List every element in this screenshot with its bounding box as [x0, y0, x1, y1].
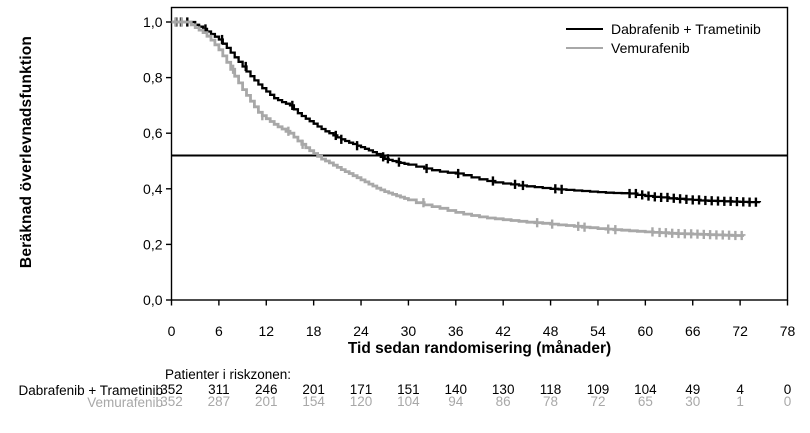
risk-count: 118 — [540, 382, 562, 397]
y-tick-label: 1,0 — [143, 14, 163, 30]
risk-count: 352 — [160, 382, 183, 397]
x-tick-label: 78 — [780, 323, 796, 339]
y-tick-label: 0,6 — [143, 125, 163, 141]
risk-count: 352 — [160, 394, 183, 409]
risk-count: 151 — [397, 382, 420, 397]
risk-table-header: Patienter i riskzonen: — [165, 367, 292, 382]
legend-label: Dabrafenib + Trametinib — [611, 20, 761, 37]
risk-count: 246 — [255, 382, 278, 397]
plot-frame — [170, 6, 789, 301]
x-tick-label: 0 — [168, 323, 176, 339]
x-tick-label: 72 — [732, 323, 748, 339]
risk-count: 49 — [685, 382, 700, 397]
x-tick-label: 42 — [495, 323, 511, 339]
x-tick-label: 30 — [401, 323, 417, 339]
risk-count: 30 — [685, 394, 700, 409]
risk-count: 104 — [397, 394, 420, 409]
risk-count: 201 — [255, 394, 278, 409]
y-tick-label: 0,4 — [143, 181, 163, 197]
y-tick-label: 0,2 — [143, 236, 163, 252]
legend: Dabrafenib + Trametinib Vemurafenib — [566, 19, 761, 57]
legend-label: Vemurafenib — [611, 39, 690, 56]
y-axis-title: Beräknad överlevnadsfunktion — [18, 35, 35, 269]
x-tick-label: 18 — [306, 323, 322, 339]
y-tick-label: 0,0 — [143, 292, 163, 308]
legend-entry-dabrafenib-trametinib: Dabrafenib + Trametinib — [566, 19, 761, 38]
x-tick-label: 54 — [590, 323, 606, 339]
risk-count: 109 — [587, 382, 610, 397]
risk-count: 86 — [496, 394, 511, 409]
risk-count: 1 — [736, 394, 744, 409]
x-tick-label: 36 — [448, 323, 464, 339]
risk-count: 0 — [784, 382, 792, 397]
risk-row-label-vemurafenib: Vemurafenib — [87, 395, 163, 410]
risk-count: 201 — [302, 382, 325, 397]
y-tick-label: 0,8 — [143, 70, 163, 86]
risk-count: 65 — [638, 394, 653, 409]
risk-count: 0 — [784, 394, 792, 409]
risk-count: 104 — [634, 382, 657, 397]
x-tick-label: 12 — [258, 323, 274, 339]
legend-line-sample-black — [566, 27, 603, 30]
risk-count: 4 — [736, 382, 744, 397]
risk-row-label-dabrafenib-trametinib: Dabrafenib + Trametinib — [18, 383, 163, 398]
risk-count: 94 — [448, 394, 464, 409]
legend-entry-vemurafenib: Vemurafenib — [566, 38, 761, 57]
risk-count: 120 — [350, 394, 373, 409]
x-tick-label: 48 — [543, 323, 559, 339]
risk-count: 287 — [208, 394, 231, 409]
x-axis-title: Tid sedan randomisering (månader) — [347, 340, 612, 357]
risk-count: 78 — [543, 394, 558, 409]
legend-line-sample-gray — [566, 46, 603, 49]
survival-curve-vemurafenib — [171, 20, 746, 237]
risk-count: 154 — [302, 394, 325, 409]
x-tick-label: 60 — [638, 323, 654, 339]
x-tick-label: 66 — [685, 323, 701, 339]
risk-count: 171 — [350, 382, 373, 397]
x-tick-label: 24 — [353, 323, 369, 339]
risk-count: 72 — [590, 394, 605, 409]
x-tick-label: 6 — [215, 323, 223, 339]
risk-count: 130 — [492, 382, 515, 397]
risk-count: 140 — [445, 382, 468, 397]
risk-count: 311 — [208, 382, 230, 397]
